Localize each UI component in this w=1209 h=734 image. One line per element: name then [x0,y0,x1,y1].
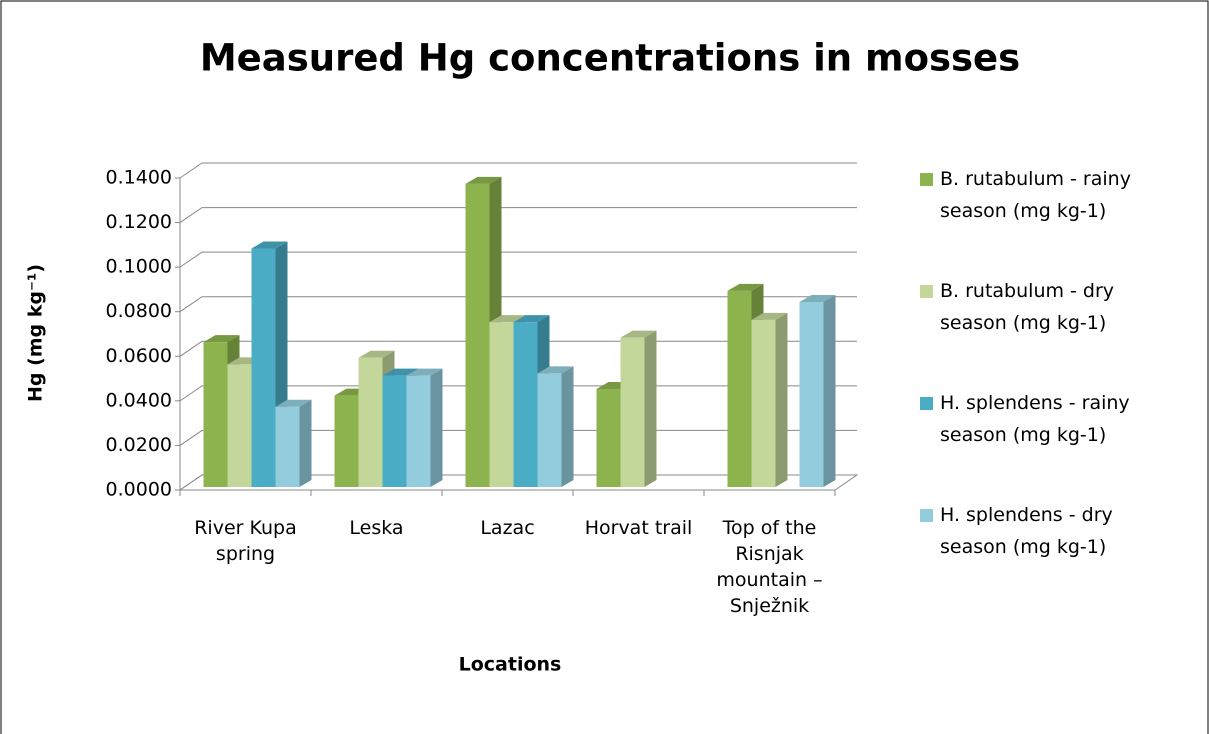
bar-front [251,248,276,487]
bar-front [537,373,562,487]
bar [751,312,788,487]
bar [537,366,574,487]
bar-front [596,388,621,487]
bar-top [513,315,550,323]
bar-front [203,342,228,487]
bar-top [406,368,443,376]
grid-line [179,251,857,268]
bar-front [334,395,359,487]
bar-front [465,183,490,487]
x-axis-title: Locations [459,654,562,676]
bar [406,368,443,487]
x-tick-label: Horvat trail [584,517,693,539]
x-tick-label: Lazac [480,517,535,539]
bar-top [537,366,574,374]
bar-front [751,319,776,487]
legend-swatch [920,397,933,410]
bar-front [406,375,431,487]
grid-line [179,207,857,223]
y-tick-label: 0.1400 [106,167,172,189]
grid-line [179,296,857,313]
x-tick-label: River Kupa spring [194,517,297,565]
bar-front [727,290,752,487]
bar-front [275,406,300,487]
bar-top [727,283,764,291]
y-axis-title: Hg (mg kg⁻¹) [25,264,47,402]
bar [275,399,312,487]
bar-front [513,322,538,487]
bar-side [775,312,788,487]
legend-swatch [920,509,933,522]
bar-top [251,241,288,249]
bar [799,295,836,487]
bar-side [561,366,574,487]
y-tick-label: 0.0000 [106,479,172,501]
y-tick-label: 0.0400 [106,389,172,411]
bar-side [430,368,443,487]
y-tick-label: 0.0200 [106,434,172,456]
bar-top [799,295,836,303]
x-tick-label: Leska [349,517,404,539]
bar-side [823,295,836,487]
legend-label: B. rutabulum - rainy season (mg kg-1) [940,168,1131,222]
bar-front [227,364,252,487]
bar-top [620,330,657,338]
bar-top [465,176,502,184]
bar-front [358,357,383,487]
legend-swatch [920,173,933,186]
bar-top [275,399,312,407]
bar-front [382,375,407,487]
bar-front [620,337,645,487]
y-tick-label: 0.0800 [106,300,172,322]
y-tick-label: 0.1000 [106,256,172,278]
y-tick-label: 0.1200 [106,211,172,233]
bar-front [799,302,824,487]
legend-label: H. splendens - dry season (mg kg-1) [940,504,1113,558]
bar-side [299,399,312,487]
legend-swatch [920,285,933,298]
bar [620,330,657,487]
grid-line [179,162,857,179]
x-tick-label: Top of the Risnjak mountain – Snježnik [716,517,823,617]
bar-top [203,335,240,343]
legend-label: B. rutabulum - dry season (mg kg-1) [940,280,1115,334]
legend-label: H. splendens - rainy season (mg kg-1) [940,392,1130,446]
bar-front [489,322,514,487]
bar-top [358,350,395,358]
bar-top [751,312,788,320]
bar-side [644,330,657,487]
y-tick-label: 0.0600 [106,345,172,367]
chart-title: Measured Hg concentrations in mosses [200,37,1020,80]
